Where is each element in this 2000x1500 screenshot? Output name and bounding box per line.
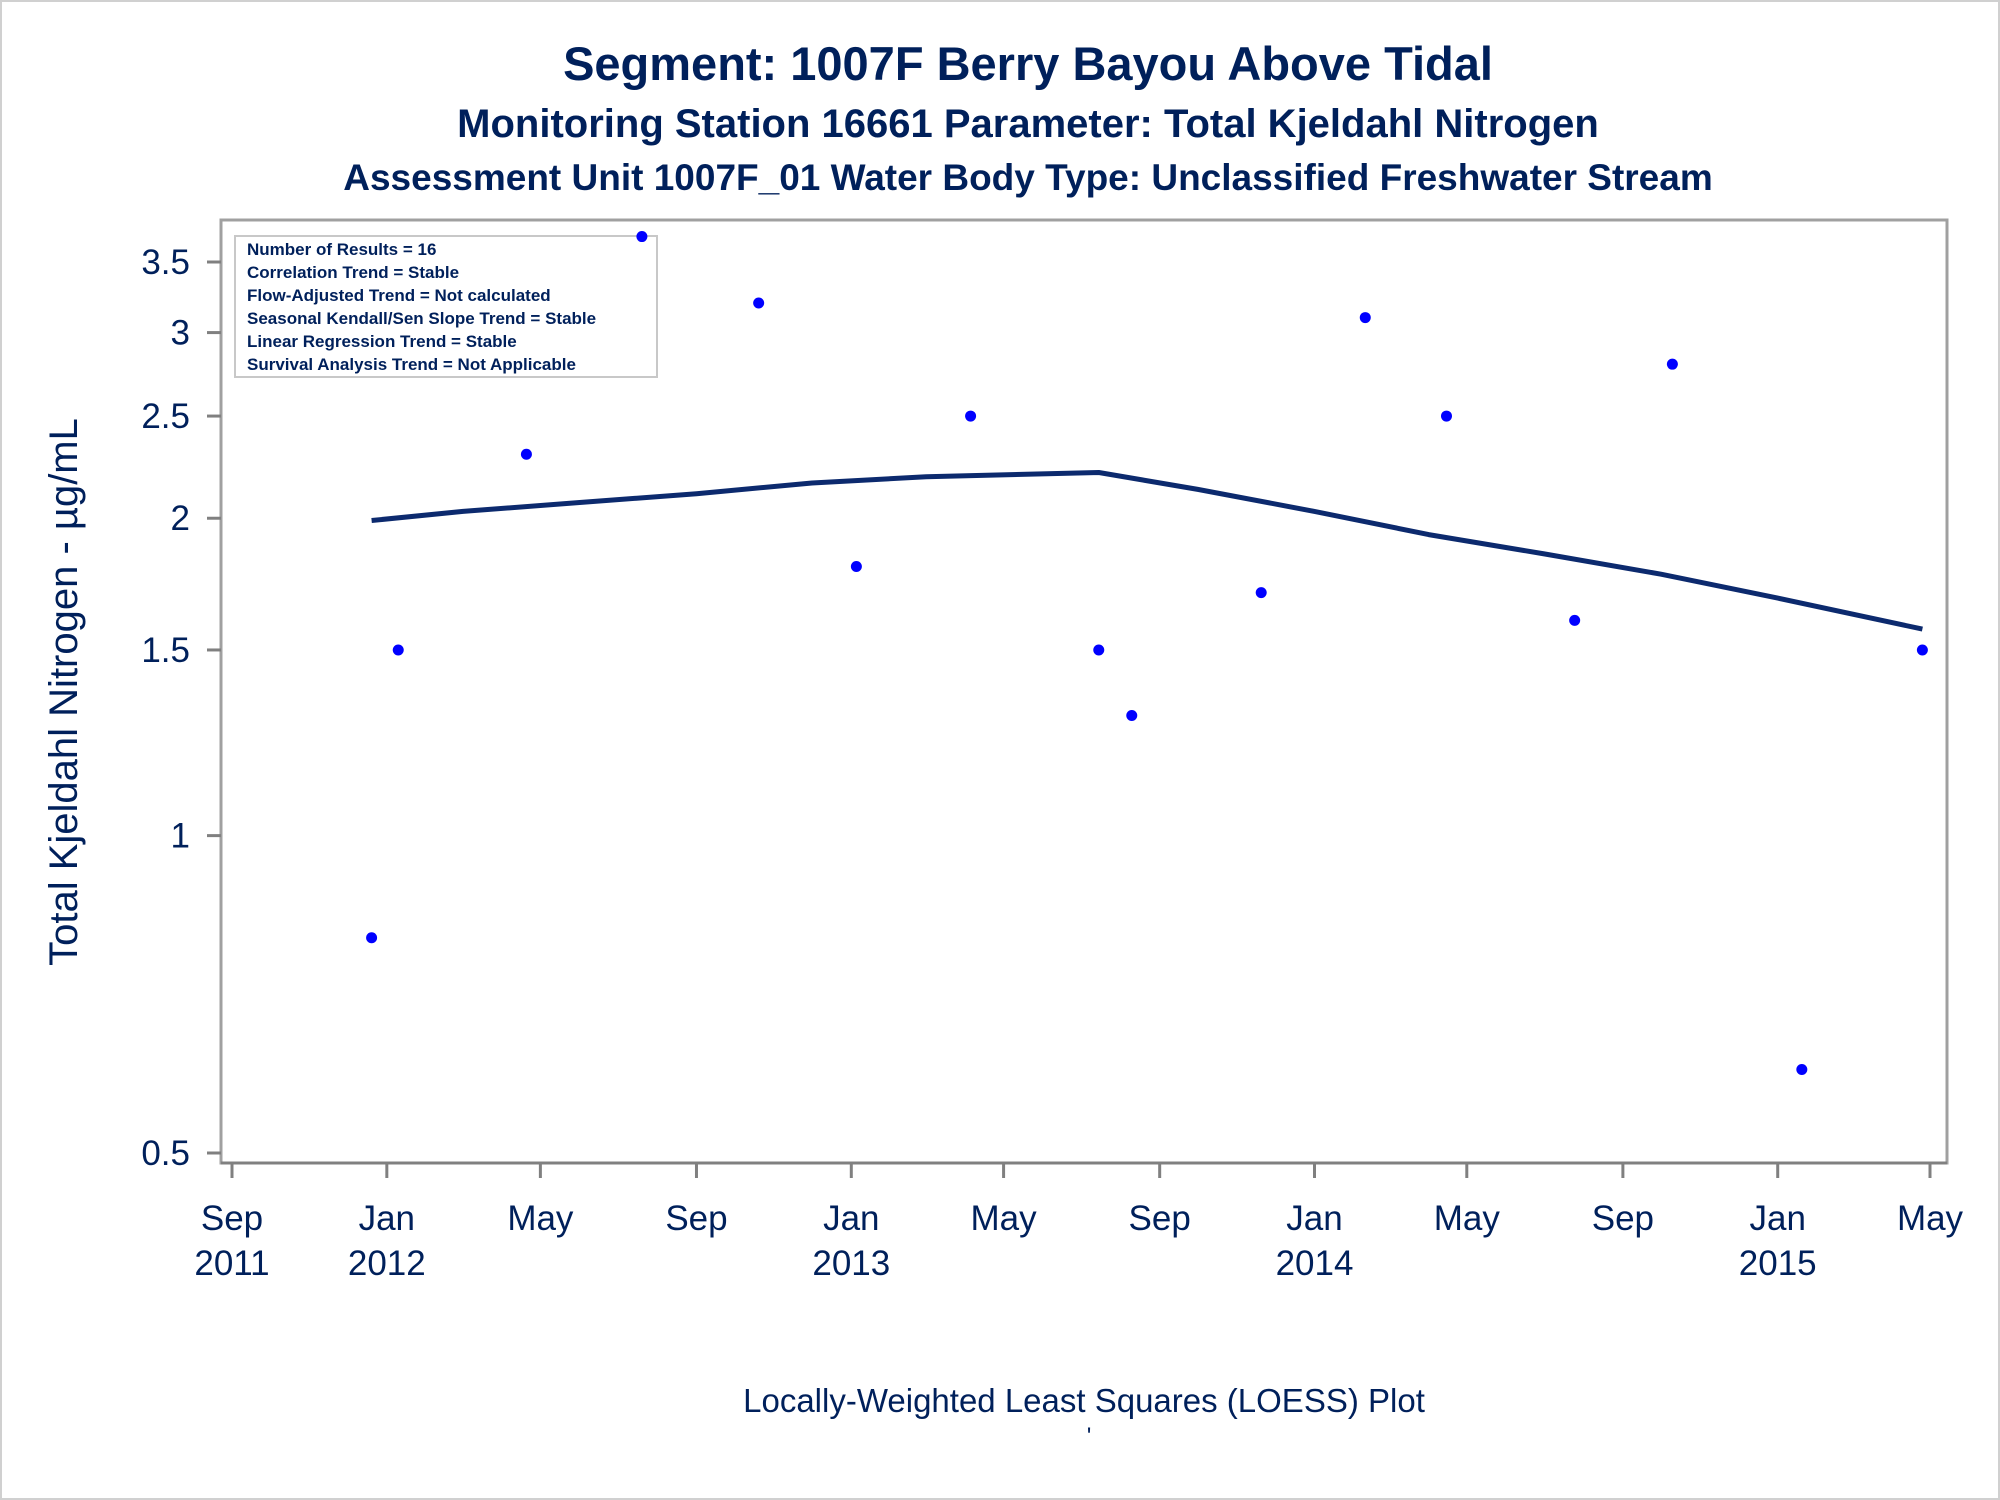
stats-legend-line: Correlation Trend = Stable — [247, 263, 459, 282]
x-tick-label: Jan — [1286, 1199, 1342, 1238]
x-tick-label: Jan — [1749, 1199, 1805, 1238]
data-point — [520, 448, 532, 460]
y-tick-label: 3.5 — [141, 243, 190, 282]
x-tick-label: Jan — [359, 1199, 415, 1238]
y-axis-label: Total Kjeldahl Nitrogen - µg/mL — [42, 418, 86, 966]
stats-legend-line: Number of Results = 16 — [247, 240, 436, 259]
x-tick-label: Sep — [201, 1199, 263, 1238]
data-point — [1569, 614, 1581, 626]
x-tick-label: May — [1897, 1199, 1964, 1238]
x-tick-year-label: 2013 — [812, 1244, 890, 1283]
data-point — [366, 932, 378, 944]
y-tick-label: 1.5 — [141, 631, 190, 670]
x-tick-label: May — [507, 1199, 574, 1238]
x-tick-year-label: 2011 — [194, 1244, 269, 1283]
y-tick-label: 2 — [171, 499, 190, 538]
data-point — [1126, 709, 1138, 721]
x-tick-label: May — [1434, 1199, 1501, 1238]
data-point — [753, 297, 765, 309]
stats-legend-box — [234, 235, 658, 378]
y-tick-label: 1 — [171, 817, 190, 856]
data-point — [1916, 644, 1928, 656]
data-point — [1093, 644, 1105, 656]
stats-legend-line: Seasonal Kendall/Sen Slope Trend = Stabl… — [247, 309, 596, 328]
data-point — [392, 644, 404, 656]
data-point — [1359, 312, 1371, 324]
x-tick-label: May — [971, 1199, 1038, 1238]
x-tick-label: Sep — [665, 1199, 727, 1238]
chart-title: Segment: 1007F Berry Bayou Above Tidal — [563, 37, 1493, 90]
x-tick-label: Jan — [823, 1199, 879, 1238]
x-tick-year-label: 2014 — [1276, 1244, 1354, 1283]
x-tick-year-label: 2012 — [348, 1244, 426, 1283]
chart-subtitle: Monitoring Station 16661 Parameter: Tota… — [457, 102, 1599, 146]
y-axis: 0.5 1 1.5 2 2.5 3 3.5 — [141, 243, 221, 1173]
data-point — [1440, 410, 1452, 422]
y-tick-label: 0.5 — [141, 1134, 190, 1173]
data-point — [1255, 587, 1267, 599]
chart-footnote: Locally-Weighted Least Squares (LOESS) P… — [743, 1382, 1425, 1419]
data-point — [1796, 1064, 1808, 1076]
y-tick-label: 2.5 — [141, 397, 190, 436]
loess-line — [371, 470, 1923, 632]
x-tick-label: Sep — [1129, 1199, 1191, 1238]
x-axis: Sep 2011 Jan 2012 May Sep Jan 2013 May Sep Jan 2014… — [194, 1161, 1964, 1283]
footnote-mark: ' — [1087, 1423, 1092, 1450]
data-point — [850, 560, 862, 572]
x-tick-year-label: 2015 — [1739, 1244, 1817, 1283]
x-tick-label: Sep — [1592, 1199, 1654, 1238]
stats-legend: Number of Results = 16 Correlation Trend… — [234, 235, 658, 378]
data-point — [636, 231, 648, 243]
stats-legend-line: Flow-Adjusted Trend = Not calculated — [247, 286, 551, 305]
y-tick-label: 3 — [171, 314, 190, 353]
data-point — [1666, 358, 1678, 370]
stats-legend-line: Linear Regression Trend = Stable — [247, 332, 517, 351]
series-layer — [366, 231, 1928, 1076]
data-point — [965, 410, 977, 422]
chart-subtitle-2: Assessment Unit 1007F_01 Water Body Type… — [343, 157, 1713, 198]
stats-legend-line: Survival Analysis Trend = Not Applicable — [247, 355, 576, 374]
